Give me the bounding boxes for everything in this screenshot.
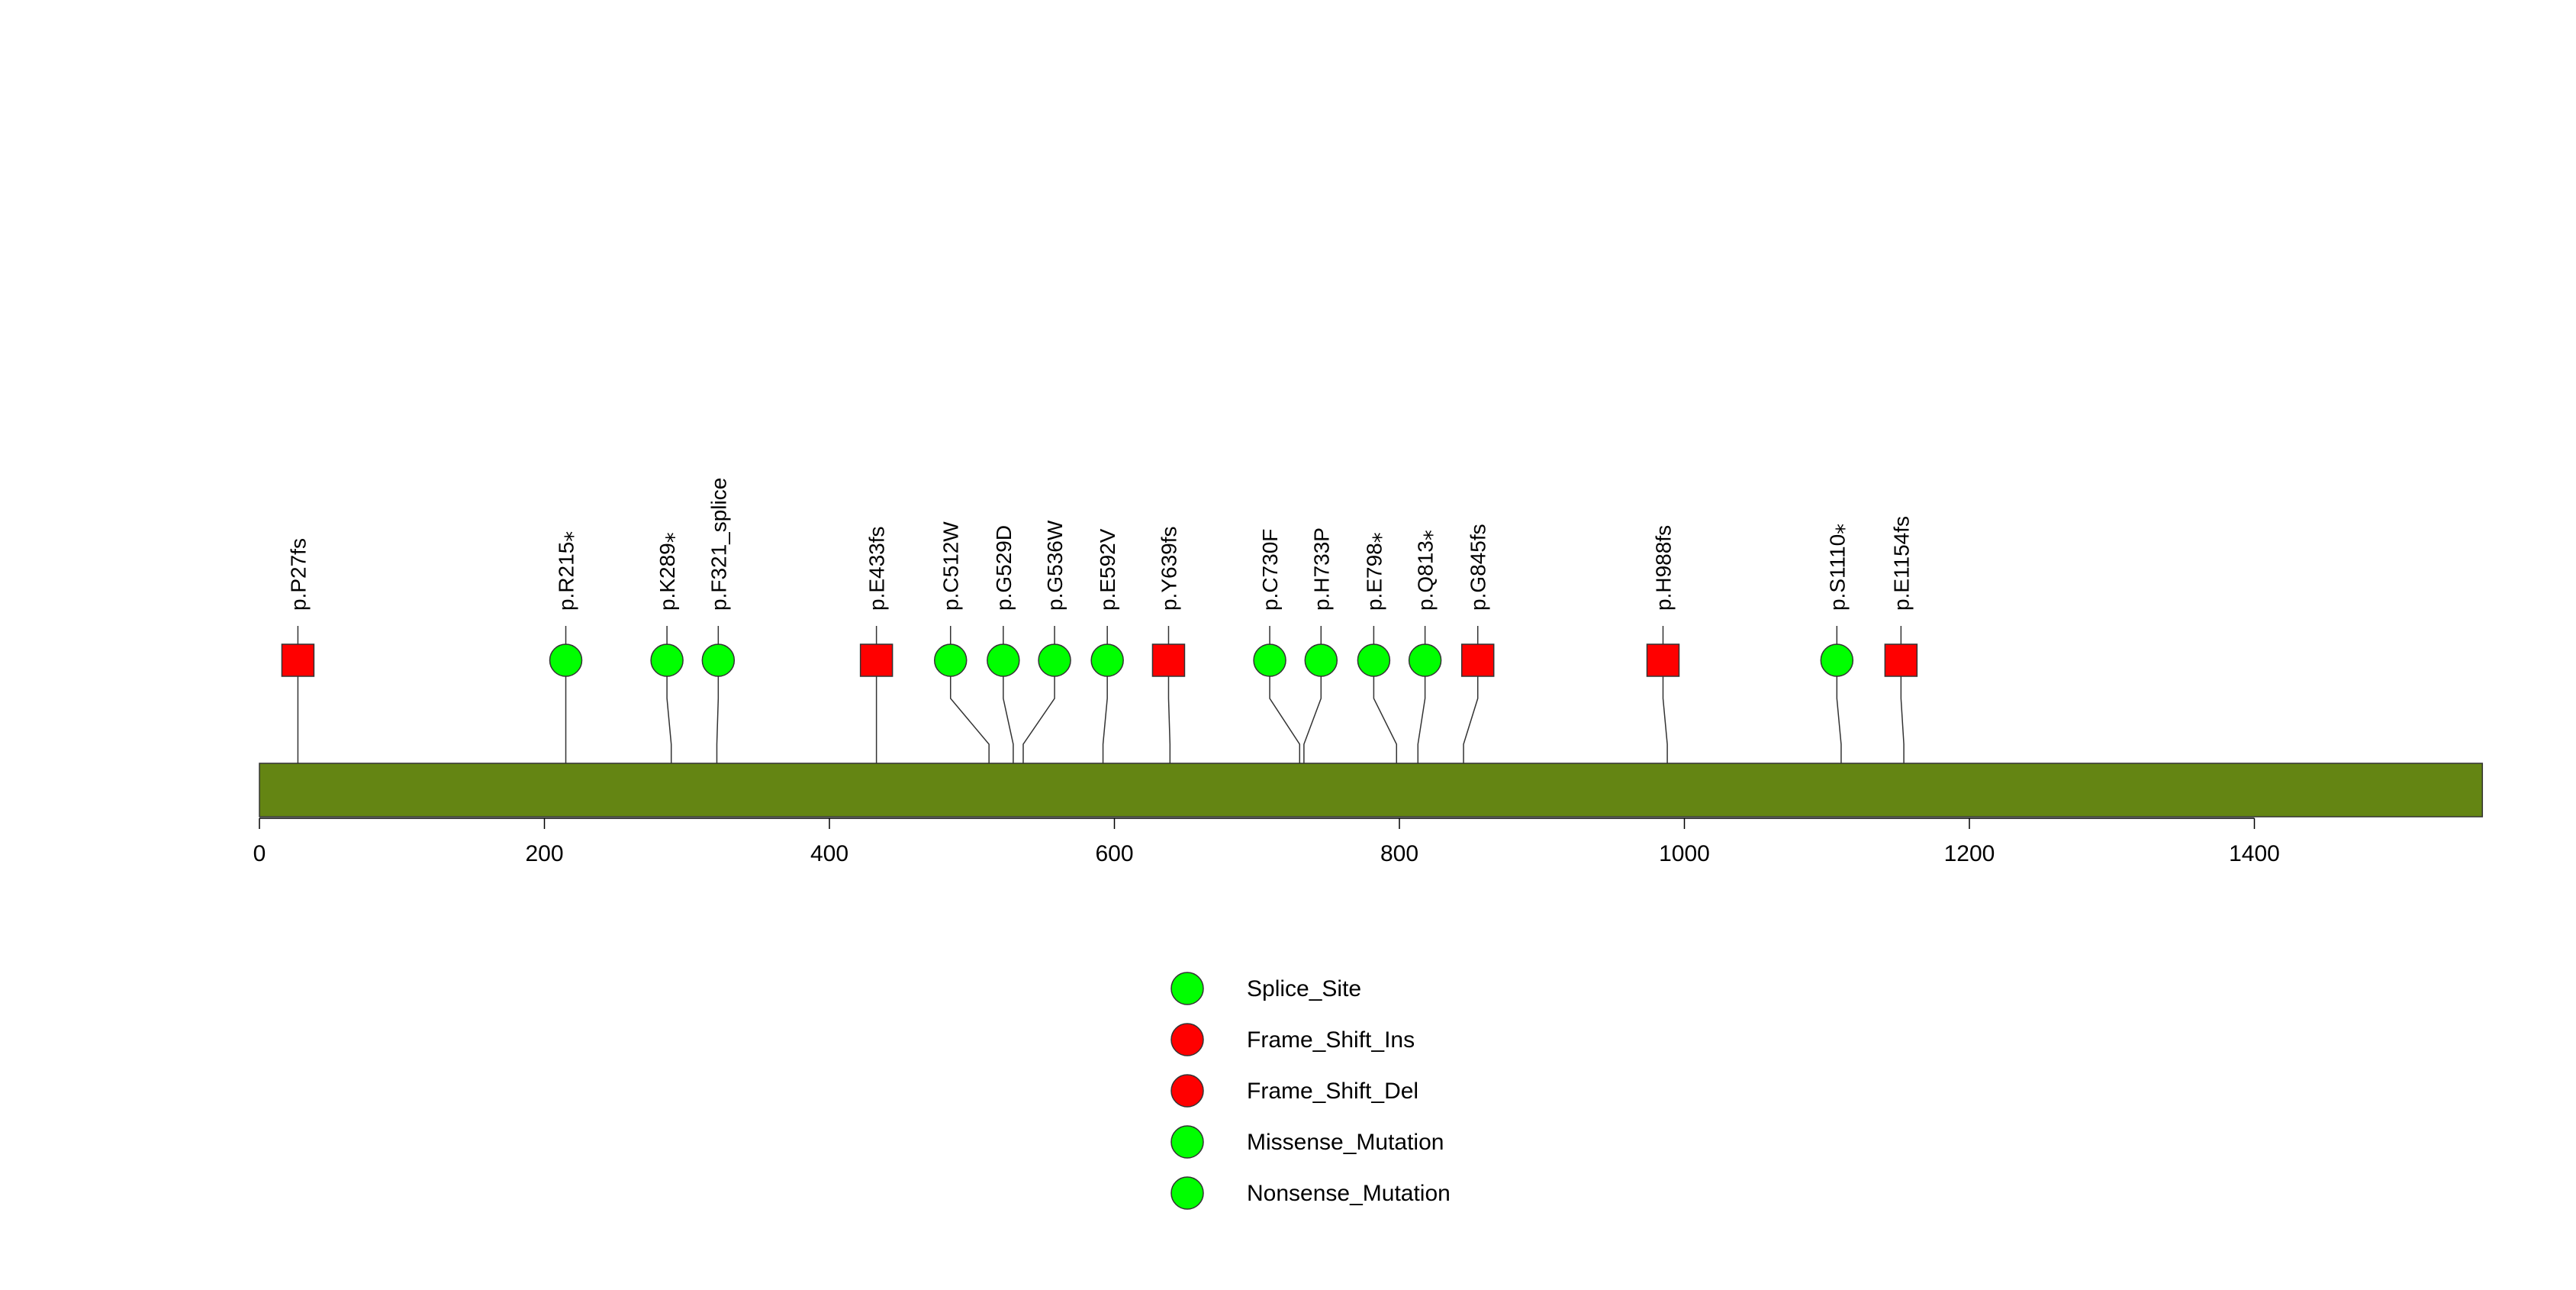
mutation-marker <box>987 643 1020 677</box>
x-tick-label: 800 <box>1380 841 1418 866</box>
mutation-label: p.C730F <box>1258 529 1282 611</box>
mutation-marker <box>650 643 684 677</box>
mutation-marker <box>1090 643 1124 677</box>
mutation-marker <box>1820 643 1854 677</box>
protein-bar <box>259 763 2484 818</box>
mutation-label: p.E592V <box>1096 528 1119 611</box>
legend-label: Nonsense_Mutation <box>1247 1181 1451 1206</box>
frameshift-marker <box>1884 643 1918 677</box>
mutation-marker <box>1304 643 1338 677</box>
mutation-label: p.H988fs <box>1651 525 1675 611</box>
legend-swatch <box>1170 1074 1204 1108</box>
mutation-label: p.C512W <box>939 521 963 611</box>
frameshift-marker <box>859 643 894 677</box>
frameshift-marker <box>1646 643 1680 677</box>
x-tick-label: 1000 <box>1659 841 1710 866</box>
legend-label: Frame_Shift_Del <box>1247 1079 1418 1104</box>
mutation-marker <box>1038 643 1071 677</box>
mutation-label: p.G845fs <box>1467 524 1490 611</box>
frameshift-marker <box>1460 643 1495 677</box>
frameshift-marker <box>281 643 315 677</box>
mutation-label: p.E798⁎ <box>1362 532 1386 611</box>
legend-swatch <box>1170 972 1204 1005</box>
mutation-label: p.G529D <box>992 525 1016 611</box>
legend-label: Missense_Mutation <box>1247 1130 1444 1155</box>
legend-swatch <box>1170 1125 1204 1159</box>
mutation-label: p.P27fs <box>286 538 310 611</box>
mutation-label: p.R215⁎ <box>555 531 578 611</box>
x-tick-label: 200 <box>525 841 563 866</box>
x-tick-label: 1400 <box>2229 841 2280 866</box>
x-tick-label: 400 <box>810 841 848 866</box>
legend-label: Frame_Shift_Ins <box>1247 1027 1415 1053</box>
x-tick-label: 600 <box>1095 841 1133 866</box>
legend-label: Splice_Site <box>1247 976 1361 1001</box>
legend-swatch <box>1170 1023 1204 1056</box>
mutation-label: p.Q813⁎ <box>1414 530 1438 611</box>
x-axis: 0 200 400 600 800 1000 1200 1400 <box>253 818 2280 866</box>
markers-layer <box>281 643 1918 677</box>
mutation-label: p.F321_splice <box>707 478 730 611</box>
mutation-label: p.S1110⁎ <box>1825 524 1849 611</box>
mutation-label: p.Y639fs <box>1157 526 1180 611</box>
mutation-marker <box>549 643 583 677</box>
mutation-marker <box>1408 643 1442 677</box>
mutation-label: p.K289⁎ <box>655 532 679 611</box>
legend-swatch <box>1170 1176 1204 1210</box>
x-tick-label: 0 <box>253 841 266 866</box>
legend: Splice_Site Frame_Shift_Ins Frame_Shift_De… <box>1170 972 1451 1210</box>
mutation-label: p.E1154fs <box>1889 516 1913 611</box>
x-tick-label: 1200 <box>1944 841 1995 866</box>
frameshift-marker <box>1151 643 1186 677</box>
mutation-label: p.E433fs <box>865 526 889 611</box>
mutation-marker <box>701 643 736 677</box>
mutation-label: p.H733P <box>1309 527 1333 611</box>
mutation-labels-layer: p.P27fs p.R215⁎ p.K289⁎ p.F321_splice p.E433… <box>286 478 1913 611</box>
mutation-marker <box>933 643 968 677</box>
mutation-marker <box>1357 643 1391 677</box>
mutation-marker <box>1253 643 1286 677</box>
mutation-label: p.G536W <box>1043 520 1067 611</box>
